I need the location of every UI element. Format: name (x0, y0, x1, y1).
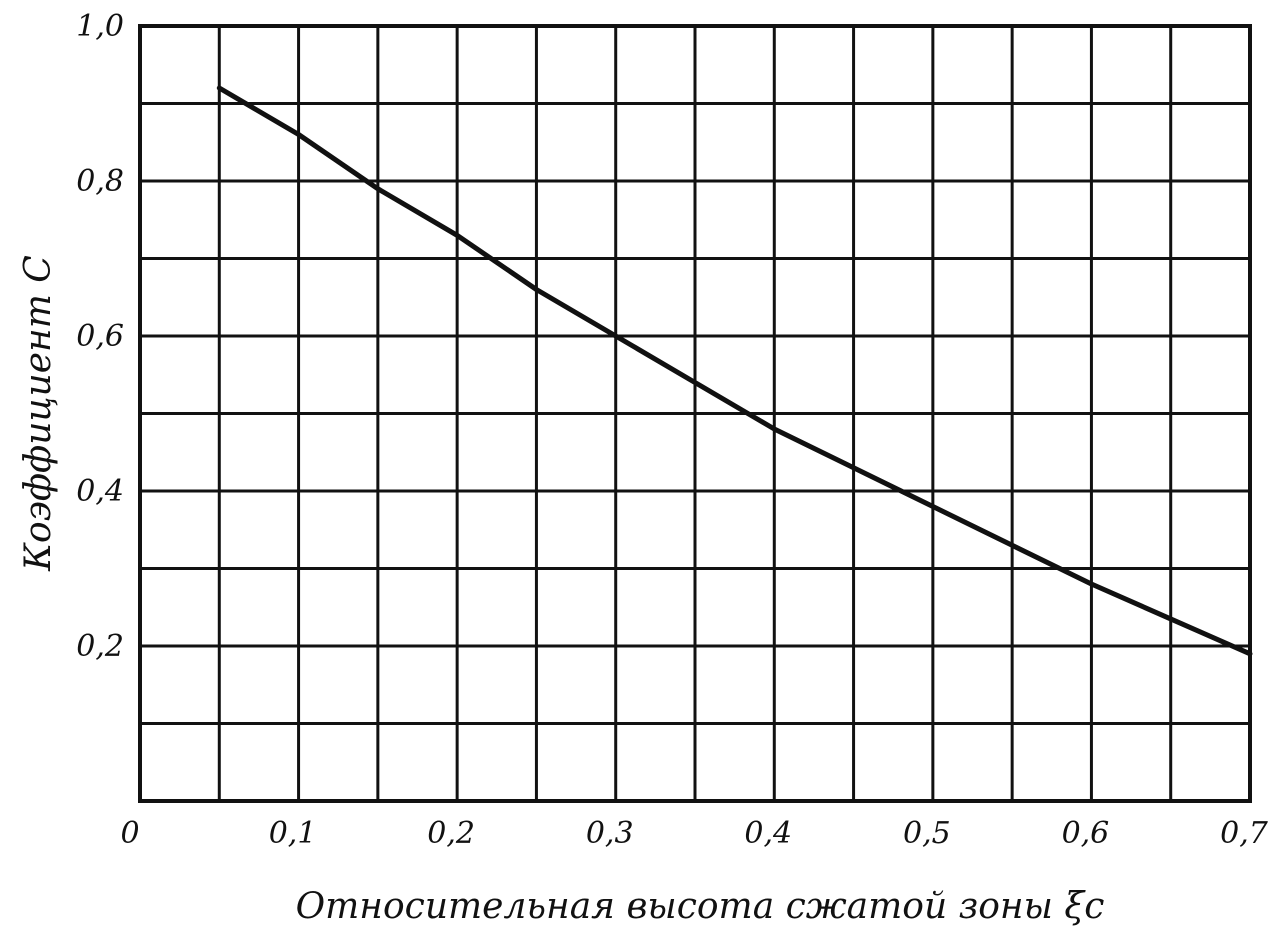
y-tick-labels: 0,2 0,4 0,6 0,8 1,0 (76, 9, 124, 664)
y-tick-label: 0,6 (76, 319, 124, 354)
grid (140, 26, 1250, 801)
y-axis-label: Коэффициент C (18, 255, 59, 572)
x-tick-label: 0,7 (1220, 816, 1269, 851)
x-axis-label: Относительная высота сжатой зоны ξc (296, 886, 1105, 927)
x-tick-label: 0,3 (586, 816, 634, 851)
x-tick-label: 0,5 (903, 816, 951, 851)
x-tick-label: 0,1 (269, 816, 317, 851)
y-tick-label: 0,2 (76, 629, 124, 664)
x-tick-label: 0 (120, 816, 139, 851)
x-tick-label: 0,6 (1062, 816, 1110, 851)
series-line (216, 85, 1253, 657)
y-tick-label: 0,8 (76, 164, 124, 199)
y-tick-label: 1,0 (76, 9, 124, 44)
x-tick-label: 0,4 (744, 816, 792, 851)
plot-frame (138, 24, 1252, 803)
y-tick-label: 0,4 (76, 474, 124, 509)
x-tick-labels: 0 0,1 0,2 0,3 0,4 0,5 0,6 0,7 (120, 816, 1268, 851)
x-tick-label: 0,2 (427, 816, 475, 851)
